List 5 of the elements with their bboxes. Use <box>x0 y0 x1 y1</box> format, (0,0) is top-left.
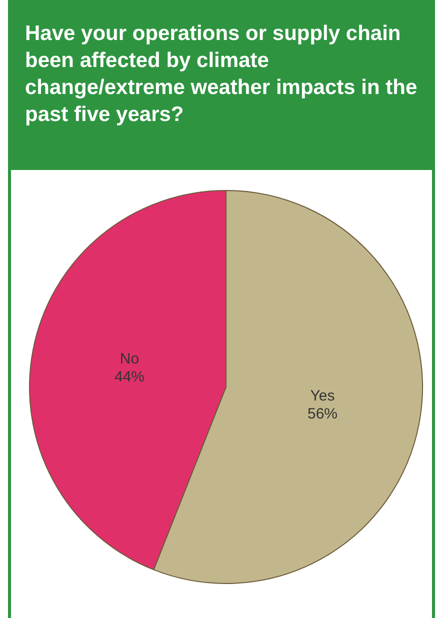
slice-label: No <box>120 350 140 368</box>
data-label: 44% <box>114 368 145 386</box>
data-label: 56% <box>307 406 338 423</box>
chart-title: Have your operations or supply chain been affected by climate change/extreme weather impacts in the past five years? <box>11 0 432 170</box>
slice-label: Yes <box>310 388 335 405</box>
